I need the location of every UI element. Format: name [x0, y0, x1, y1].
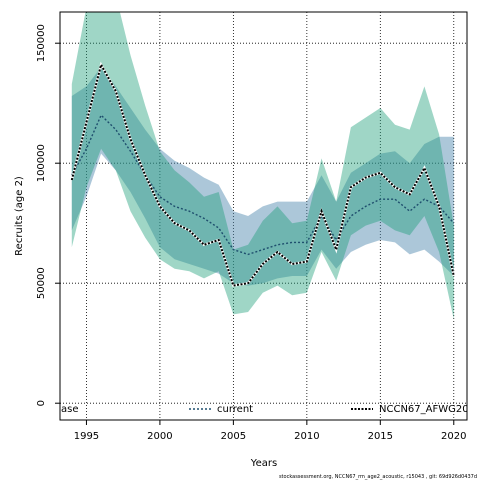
- confidence-band-1: [71, 12, 454, 320]
- series-line-1: [70, 62, 455, 287]
- y-tick-label-100000: 100000: [36, 144, 47, 182]
- footnote: stockassessment.org, NCCN67_rm_age2_acou…: [279, 474, 477, 480]
- x-tick-label-1995: 1995: [74, 431, 99, 442]
- y-tick-label-50000: 50000: [36, 267, 47, 299]
- y-axis-title: Recruits (age 2): [14, 176, 25, 256]
- plot-frame: [59, 11, 468, 421]
- x-tick-label-2010: 2010: [294, 431, 319, 442]
- y-tick-label-0: 0: [36, 400, 47, 406]
- legend: ase current NCCN67_AFWG20: [61, 404, 469, 415]
- grid-lines: [60, 12, 467, 420]
- legend-label-nccn67: NCCN67_AFWG20: [379, 404, 469, 415]
- series-lines: [70, 61, 455, 287]
- axes: 1995 2000 2005 2010 2015 2020 0 50000 100000 1500…: [36, 11, 468, 442]
- x-tick-label-2000: 2000: [147, 431, 172, 442]
- legend-label-current: current: [217, 404, 253, 415]
- confidence-band-0: [71, 67, 454, 286]
- series-bands: [71, 12, 454, 320]
- legend-label-0: ase: [61, 404, 79, 415]
- x-tick-label-2005: 2005: [221, 431, 246, 442]
- x-tick-label-2020: 2020: [441, 431, 466, 442]
- x-axis-title: Years: [250, 458, 277, 469]
- y-tick-label-150000: 150000: [36, 24, 47, 62]
- x-tick-label-2015: 2015: [368, 431, 393, 442]
